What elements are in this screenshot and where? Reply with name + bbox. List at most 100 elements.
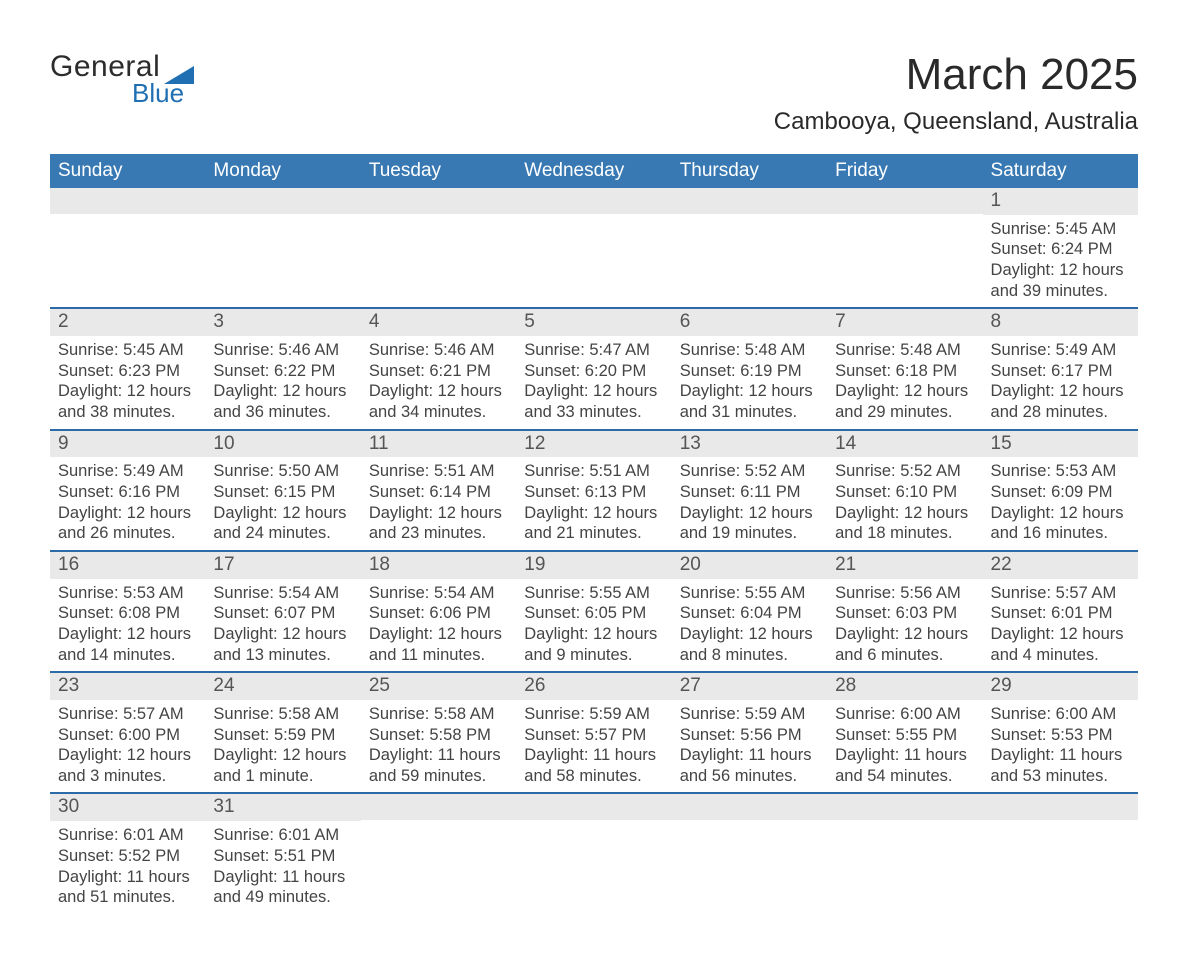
day-number-empty	[361, 794, 516, 820]
sunset-line: Sunset: 6:17 PM	[991, 361, 1130, 382]
day-number: 31	[205, 794, 360, 821]
sunset-line: Sunset: 6:11 PM	[680, 482, 819, 503]
day-cell	[827, 794, 982, 913]
sunset-line: Sunset: 6:01 PM	[991, 603, 1130, 624]
sunset-line: Sunset: 6:10 PM	[835, 482, 974, 503]
weeks-container: 1Sunrise: 5:45 AMSunset: 6:24 PMDaylight…	[50, 188, 1138, 914]
day-body: Sunrise: 5:51 AMSunset: 6:14 PMDaylight:…	[361, 457, 516, 550]
day-number: 6	[672, 309, 827, 336]
day-number-empty	[205, 188, 360, 214]
sunset-line: Sunset: 6:07 PM	[213, 603, 352, 624]
sunrise-line: Sunrise: 5:52 AM	[835, 461, 974, 482]
day-cell: 12Sunrise: 5:51 AMSunset: 6:13 PMDayligh…	[516, 431, 671, 550]
weekday-wednesday: Wednesday	[516, 154, 671, 188]
daylight-line: Daylight: 12 hours and 19 minutes.	[680, 503, 819, 544]
month-title: March 2025	[774, 50, 1138, 100]
daylight-line: Daylight: 12 hours and 34 minutes.	[369, 381, 508, 422]
sunset-line: Sunset: 6:19 PM	[680, 361, 819, 382]
day-body: Sunrise: 5:45 AMSunset: 6:24 PMDaylight:…	[983, 215, 1138, 308]
daylight-line: Daylight: 12 hours and 23 minutes.	[369, 503, 508, 544]
sunrise-line: Sunrise: 6:00 AM	[835, 704, 974, 725]
daylight-line: Daylight: 12 hours and 21 minutes.	[524, 503, 663, 544]
day-cell: 20Sunrise: 5:55 AMSunset: 6:04 PMDayligh…	[672, 552, 827, 671]
day-body: Sunrise: 5:54 AMSunset: 6:06 PMDaylight:…	[361, 579, 516, 672]
sunrise-line: Sunrise: 5:58 AM	[213, 704, 352, 725]
week-row: 2Sunrise: 5:45 AMSunset: 6:23 PMDaylight…	[50, 307, 1138, 428]
week-row: 9Sunrise: 5:49 AMSunset: 6:16 PMDaylight…	[50, 429, 1138, 550]
daylight-line: Daylight: 12 hours and 28 minutes.	[991, 381, 1130, 422]
sunset-line: Sunset: 6:08 PM	[58, 603, 197, 624]
day-cell: 14Sunrise: 5:52 AMSunset: 6:10 PMDayligh…	[827, 431, 982, 550]
sunrise-line: Sunrise: 5:50 AM	[213, 461, 352, 482]
sunrise-line: Sunrise: 5:55 AM	[524, 583, 663, 604]
day-number: 24	[205, 673, 360, 700]
weekday-tuesday: Tuesday	[361, 154, 516, 188]
day-number-empty	[516, 188, 671, 214]
day-body	[361, 820, 516, 830]
day-body: Sunrise: 5:47 AMSunset: 6:20 PMDaylight:…	[516, 336, 671, 429]
daylight-line: Daylight: 12 hours and 36 minutes.	[213, 381, 352, 422]
day-body: Sunrise: 6:01 AMSunset: 5:51 PMDaylight:…	[205, 821, 360, 914]
sunrise-line: Sunrise: 5:45 AM	[58, 340, 197, 361]
day-number: 8	[983, 309, 1138, 336]
day-cell: 17Sunrise: 5:54 AMSunset: 6:07 PMDayligh…	[205, 552, 360, 671]
day-body: Sunrise: 5:53 AMSunset: 6:08 PMDaylight:…	[50, 579, 205, 672]
sunset-line: Sunset: 6:09 PM	[991, 482, 1130, 503]
calendar: Sunday Monday Tuesday Wednesday Thursday…	[50, 154, 1138, 914]
day-number: 14	[827, 431, 982, 458]
day-cell: 6Sunrise: 5:48 AMSunset: 6:19 PMDaylight…	[672, 309, 827, 428]
day-body: Sunrise: 5:57 AMSunset: 6:01 PMDaylight:…	[983, 579, 1138, 672]
sunset-line: Sunset: 5:51 PM	[213, 846, 352, 867]
day-cell: 16Sunrise: 5:53 AMSunset: 6:08 PMDayligh…	[50, 552, 205, 671]
location-subtitle: Cambooya, Queensland, Australia	[774, 108, 1138, 136]
day-body	[827, 820, 982, 830]
sunrise-line: Sunrise: 5:47 AM	[524, 340, 663, 361]
sunset-line: Sunset: 5:57 PM	[524, 725, 663, 746]
daylight-line: Daylight: 11 hours and 49 minutes.	[213, 867, 352, 908]
day-body: Sunrise: 5:58 AMSunset: 5:58 PMDaylight:…	[361, 700, 516, 793]
day-body: Sunrise: 5:48 AMSunset: 6:19 PMDaylight:…	[672, 336, 827, 429]
sunset-line: Sunset: 5:55 PM	[835, 725, 974, 746]
daylight-line: Daylight: 12 hours and 14 minutes.	[58, 624, 197, 665]
sunset-line: Sunset: 6:21 PM	[369, 361, 508, 382]
day-body: Sunrise: 6:00 AMSunset: 5:55 PMDaylight:…	[827, 700, 982, 793]
daylight-line: Daylight: 11 hours and 59 minutes.	[369, 745, 508, 786]
day-cell: 23Sunrise: 5:57 AMSunset: 6:00 PMDayligh…	[50, 673, 205, 792]
day-number: 29	[983, 673, 1138, 700]
day-cell: 22Sunrise: 5:57 AMSunset: 6:01 PMDayligh…	[983, 552, 1138, 671]
sunset-line: Sunset: 6:05 PM	[524, 603, 663, 624]
day-cell: 28Sunrise: 6:00 AMSunset: 5:55 PMDayligh…	[827, 673, 982, 792]
day-body: Sunrise: 5:57 AMSunset: 6:00 PMDaylight:…	[50, 700, 205, 793]
sunset-line: Sunset: 6:20 PM	[524, 361, 663, 382]
sunset-line: Sunset: 6:04 PM	[680, 603, 819, 624]
week-row: 1Sunrise: 5:45 AMSunset: 6:24 PMDaylight…	[50, 188, 1138, 307]
header-block: General Blue March 2025 Cambooya, Queens…	[50, 50, 1138, 136]
day-number: 15	[983, 431, 1138, 458]
sunrise-line: Sunrise: 5:57 AM	[991, 583, 1130, 604]
day-body: Sunrise: 5:45 AMSunset: 6:23 PMDaylight:…	[50, 336, 205, 429]
logo: General Blue	[50, 50, 194, 109]
day-cell: 11Sunrise: 5:51 AMSunset: 6:14 PMDayligh…	[361, 431, 516, 550]
day-cell	[672, 794, 827, 913]
daylight-line: Daylight: 12 hours and 33 minutes.	[524, 381, 663, 422]
daylight-line: Daylight: 12 hours and 9 minutes.	[524, 624, 663, 665]
sunset-line: Sunset: 6:23 PM	[58, 361, 197, 382]
day-body: Sunrise: 5:51 AMSunset: 6:13 PMDaylight:…	[516, 457, 671, 550]
day-body: Sunrise: 5:49 AMSunset: 6:17 PMDaylight:…	[983, 336, 1138, 429]
week-row: 30Sunrise: 6:01 AMSunset: 5:52 PMDayligh…	[50, 792, 1138, 913]
daylight-line: Daylight: 12 hours and 3 minutes.	[58, 745, 197, 786]
weekday-friday: Friday	[827, 154, 982, 188]
day-cell: 29Sunrise: 6:00 AMSunset: 5:53 PMDayligh…	[983, 673, 1138, 792]
day-cell: 10Sunrise: 5:50 AMSunset: 6:15 PMDayligh…	[205, 431, 360, 550]
sunrise-line: Sunrise: 5:49 AM	[991, 340, 1130, 361]
day-number: 28	[827, 673, 982, 700]
day-number-empty	[827, 188, 982, 214]
day-cell: 4Sunrise: 5:46 AMSunset: 6:21 PMDaylight…	[361, 309, 516, 428]
daylight-line: Daylight: 11 hours and 54 minutes.	[835, 745, 974, 786]
day-cell: 13Sunrise: 5:52 AMSunset: 6:11 PMDayligh…	[672, 431, 827, 550]
weekday-header-row: Sunday Monday Tuesday Wednesday Thursday…	[50, 154, 1138, 188]
day-cell	[516, 188, 671, 307]
day-number: 5	[516, 309, 671, 336]
sunrise-line: Sunrise: 5:48 AM	[835, 340, 974, 361]
day-cell: 30Sunrise: 6:01 AMSunset: 5:52 PMDayligh…	[50, 794, 205, 913]
